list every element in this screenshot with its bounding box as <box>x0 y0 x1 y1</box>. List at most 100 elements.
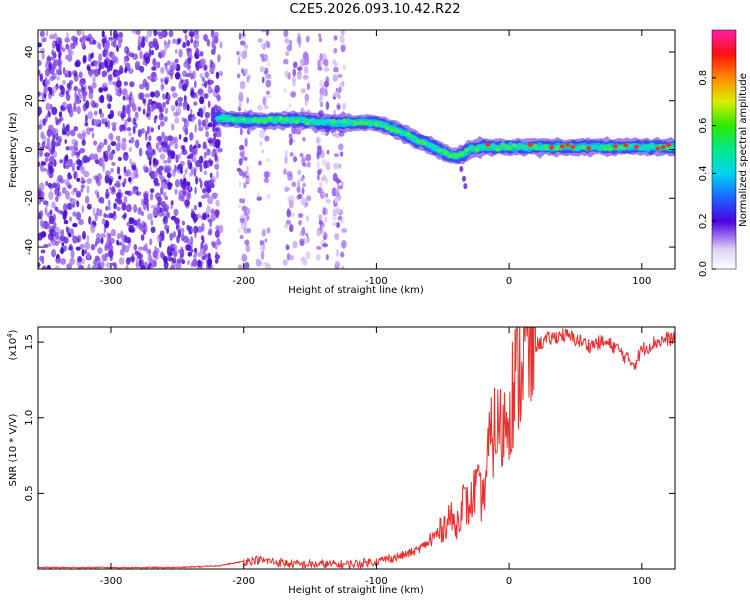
noise-speckle <box>128 217 134 225</box>
noise-speckle <box>241 173 247 179</box>
noise-speckle <box>199 51 204 57</box>
noise-speckle <box>41 51 45 60</box>
noise-speckle <box>51 145 56 154</box>
noise-speckle <box>86 178 92 184</box>
noise-speckle <box>60 104 64 110</box>
noise-speckle <box>284 70 290 79</box>
noise-speckle <box>191 208 194 214</box>
noise-speckle <box>334 233 340 241</box>
noise-speckle <box>65 146 70 151</box>
noise-speckle <box>331 187 337 196</box>
noise-speckle <box>244 261 250 269</box>
noise-speckle <box>193 101 198 106</box>
noise-speckle <box>68 184 73 189</box>
ridge-spot <box>421 141 427 146</box>
noise-speckle <box>137 207 143 215</box>
ridge-spot <box>549 145 555 150</box>
ridge-spot <box>533 144 539 149</box>
ridge-spot <box>580 145 586 150</box>
noise-speckle <box>73 171 76 180</box>
noise-speckle <box>187 251 192 257</box>
noise-speckle <box>285 219 292 225</box>
noise-speckle <box>40 231 47 238</box>
noise-speckle <box>110 229 117 237</box>
noise-speckle <box>60 86 65 95</box>
noise-speckle <box>54 116 58 121</box>
noise-speckle <box>121 142 127 151</box>
ridge-spot <box>474 147 480 152</box>
noise-speckle <box>100 233 106 239</box>
ridge-spot <box>373 123 379 128</box>
noise-speckle <box>302 162 307 168</box>
noise-speckle <box>172 92 178 98</box>
noise-speckle <box>263 171 270 178</box>
noise-speckle <box>198 88 205 98</box>
noise-speckle <box>199 180 203 189</box>
noise-speckle <box>336 177 340 186</box>
ridge-spot <box>527 143 533 147</box>
noise-speckle <box>54 240 60 246</box>
noise-speckle <box>325 161 331 171</box>
noise-speckle <box>162 49 166 58</box>
noise-speckle <box>163 159 168 164</box>
noise-speckle <box>332 208 338 217</box>
noise-speckle <box>128 131 132 137</box>
noise-speckle <box>239 198 243 204</box>
noise-speckle <box>188 30 195 37</box>
noise-speckle <box>288 39 293 47</box>
noise-speckle <box>184 199 191 207</box>
ridge-spot <box>230 117 236 122</box>
noise-speckle <box>91 132 95 139</box>
noise-speckle <box>284 186 291 192</box>
noise-speckle <box>44 221 51 230</box>
noise-speckle <box>215 199 220 207</box>
noise-speckle <box>195 176 199 185</box>
noise-speckle <box>334 196 338 204</box>
noise-speckle <box>143 164 147 174</box>
noise-speckle <box>131 171 137 180</box>
noise-speckle <box>51 90 55 97</box>
noise-speckle <box>242 68 249 76</box>
noise-speckle <box>245 244 251 253</box>
noise-speckle <box>165 99 170 105</box>
noise-speckle <box>219 70 223 77</box>
noise-speckle <box>206 38 211 47</box>
noise-speckle <box>115 91 121 96</box>
noise-speckle <box>49 209 53 215</box>
noise-speckle <box>79 218 82 226</box>
noise-speckle <box>123 57 127 66</box>
noise-speckle <box>214 163 220 170</box>
noise-speckle <box>80 184 85 189</box>
noise-speckle <box>306 235 310 243</box>
noise-speckle <box>315 254 321 261</box>
ridge-spot <box>411 138 417 143</box>
ridge-spot <box>655 146 661 151</box>
noise-speckle <box>139 261 145 269</box>
noise-speckle <box>192 258 198 267</box>
noise-speckle <box>149 193 154 201</box>
noise-speckle <box>146 108 151 117</box>
noise-speckle <box>45 102 51 111</box>
noise-speckle <box>41 161 47 166</box>
noise-speckle <box>114 33 119 38</box>
noise-speckle <box>174 72 181 80</box>
noise-speckle <box>107 103 112 110</box>
snr-scale-label: (x104) <box>6 329 19 360</box>
noise-speckle <box>65 93 71 102</box>
noise-speckle <box>260 43 265 49</box>
noise-speckle <box>195 91 199 100</box>
x-tick-label: 0 <box>506 576 512 587</box>
noise-speckle <box>332 162 339 170</box>
noise-speckle <box>170 200 174 206</box>
noise-speckle <box>107 94 113 103</box>
noise-speckle <box>102 49 107 58</box>
ridge-spot <box>628 143 634 148</box>
ridge-spot <box>644 146 650 151</box>
ridge-spot <box>458 151 464 156</box>
ridge-spot <box>623 143 629 148</box>
noise-speckle <box>261 56 265 62</box>
ridge-spot <box>618 145 624 150</box>
noise-speckle <box>149 165 152 174</box>
noise-speckle <box>177 169 181 175</box>
noise-speckle <box>44 78 51 86</box>
